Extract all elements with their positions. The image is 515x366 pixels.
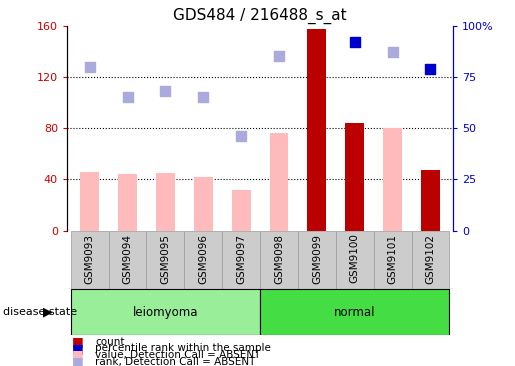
Text: GSM9093: GSM9093: [84, 234, 95, 284]
Point: [161, 88, 169, 94]
Text: GSM9100: GSM9100: [350, 234, 360, 283]
Bar: [156, 173, 175, 231]
Point: [426, 66, 435, 72]
Text: ▶: ▶: [43, 306, 53, 318]
Text: ■: ■: [72, 348, 84, 362]
Bar: [269, 133, 288, 231]
Point: [85, 64, 94, 70]
Point: [124, 94, 132, 100]
Bar: [345, 123, 364, 231]
Point: [388, 49, 397, 55]
Bar: [232, 190, 251, 231]
Text: ■: ■: [72, 335, 84, 348]
Text: GSM9099: GSM9099: [312, 234, 322, 284]
Point: [351, 39, 359, 45]
Text: GSM9102: GSM9102: [425, 234, 436, 284]
Bar: [109, 231, 146, 289]
Bar: [411, 231, 450, 289]
Bar: [421, 171, 440, 231]
Bar: [298, 231, 336, 289]
Text: GSM9098: GSM9098: [274, 234, 284, 284]
Bar: [118, 174, 137, 231]
Bar: [146, 231, 184, 289]
Text: GSM9094: GSM9094: [123, 234, 132, 284]
Point: [199, 94, 208, 100]
Bar: [71, 231, 109, 289]
Bar: [260, 289, 450, 335]
Bar: [184, 231, 222, 289]
Text: ■: ■: [72, 342, 84, 355]
Bar: [71, 289, 260, 335]
Point: [275, 53, 283, 59]
Bar: [336, 231, 374, 289]
Text: disease state: disease state: [3, 307, 77, 317]
Bar: [260, 231, 298, 289]
Text: value, Detection Call = ABSENT: value, Detection Call = ABSENT: [95, 350, 261, 360]
Text: normal: normal: [334, 306, 375, 318]
Text: rank, Detection Call = ABSENT: rank, Detection Call = ABSENT: [95, 356, 255, 366]
Text: GSM9101: GSM9101: [388, 234, 398, 284]
Text: GSM9097: GSM9097: [236, 234, 246, 284]
Text: leiomyoma: leiomyoma: [133, 306, 198, 318]
Title: GDS484 / 216488_s_at: GDS484 / 216488_s_at: [173, 8, 347, 24]
Text: count: count: [95, 337, 125, 347]
Bar: [374, 231, 411, 289]
Bar: [194, 177, 213, 231]
Bar: [383, 128, 402, 231]
Bar: [80, 172, 99, 231]
Text: percentile rank within the sample: percentile rank within the sample: [95, 343, 271, 354]
Bar: [222, 231, 260, 289]
Text: ■: ■: [72, 355, 84, 366]
Point: [237, 133, 245, 139]
Text: GSM9095: GSM9095: [160, 234, 170, 284]
Text: GSM9096: GSM9096: [198, 234, 208, 284]
Bar: [307, 29, 327, 231]
